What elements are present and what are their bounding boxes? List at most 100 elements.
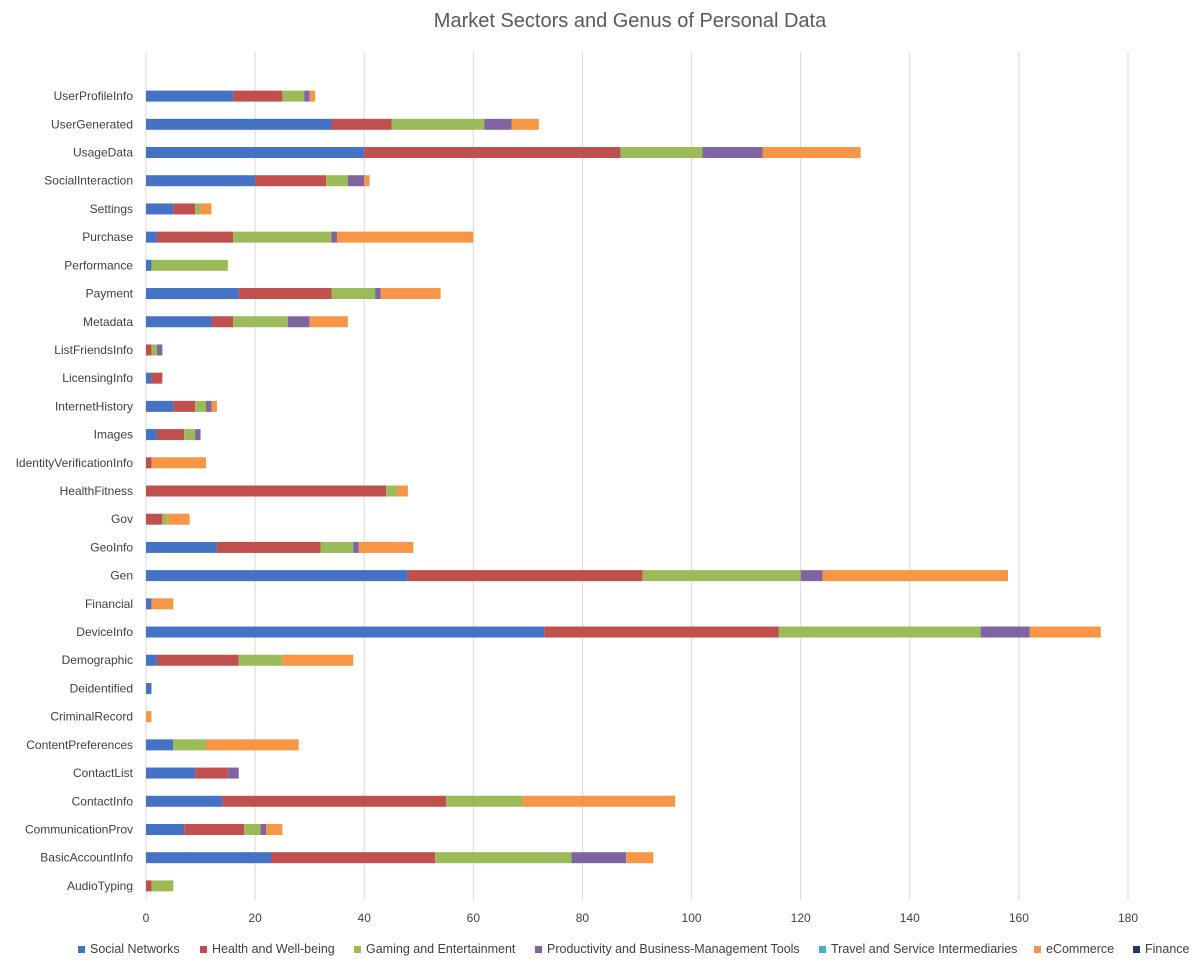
category-label: GeoInfo bbox=[90, 540, 133, 554]
bar-segment bbox=[173, 739, 207, 751]
category-label: DeviceInfo bbox=[76, 625, 133, 639]
category-label: IdentityVerificationInfo bbox=[16, 456, 134, 470]
bar-segment bbox=[151, 457, 207, 469]
bar-segment bbox=[271, 852, 436, 864]
legend-swatch bbox=[78, 945, 85, 953]
category-label: HealthFitness bbox=[60, 484, 133, 498]
bar-segment bbox=[146, 739, 174, 751]
x-tick-label: 80 bbox=[576, 911, 590, 925]
category-label: Images bbox=[94, 428, 133, 442]
bar-segment bbox=[211, 316, 234, 328]
bar-segment bbox=[255, 175, 327, 187]
bar-segment bbox=[162, 513, 168, 525]
bar-segment bbox=[1029, 626, 1101, 638]
bar-segment bbox=[146, 457, 152, 469]
bar-segment bbox=[146, 288, 239, 300]
bar-segment bbox=[146, 570, 408, 582]
legend-item: Health and Well-being bbox=[200, 940, 335, 958]
bar-segment bbox=[266, 823, 283, 835]
bar-segment bbox=[980, 626, 1030, 638]
bar-segment bbox=[156, 654, 239, 666]
bar-segment bbox=[287, 316, 310, 328]
bar-segment bbox=[146, 513, 163, 525]
legend-item: Social Networks bbox=[78, 940, 180, 958]
x-tick-label: 100 bbox=[682, 911, 702, 925]
bar-segment bbox=[282, 654, 354, 666]
category-label: Purchase bbox=[82, 230, 133, 244]
chart-plot: 0 20 40 60 80 100 120 140 160 180 UserProfileInfo U… bbox=[16, 52, 1138, 925]
bar-segment bbox=[762, 147, 861, 159]
bar-segment bbox=[336, 231, 474, 243]
bar-segment bbox=[146, 231, 157, 243]
legend-item: Travel and Service Intermediaries bbox=[819, 940, 1017, 958]
bar-segment bbox=[446, 795, 523, 807]
category-label: InternetHistory bbox=[55, 399, 133, 413]
bar-segment bbox=[151, 259, 228, 271]
bar-segment bbox=[167, 513, 190, 525]
x-tick-label: 160 bbox=[1009, 911, 1029, 925]
legend-label: Social Networks bbox=[90, 942, 180, 956]
bar-segment bbox=[358, 541, 414, 553]
bar-segment bbox=[146, 767, 196, 779]
bar-segment bbox=[211, 400, 217, 412]
legend-item: Gaming and Entertainment bbox=[354, 940, 515, 958]
category-label: UserGenerated bbox=[51, 117, 133, 131]
bar-segment bbox=[195, 429, 201, 441]
bar-segment bbox=[702, 147, 763, 159]
legend-swatch bbox=[354, 945, 361, 953]
legend-swatch bbox=[819, 945, 826, 953]
bar-segment bbox=[173, 203, 196, 215]
bar-segment bbox=[146, 147, 365, 159]
bar-segment bbox=[146, 598, 152, 610]
bar-segment bbox=[244, 823, 261, 835]
bar-segment bbox=[233, 90, 283, 102]
bar-segment bbox=[146, 880, 152, 892]
category-label: Gov bbox=[111, 512, 133, 526]
bar-segment bbox=[146, 485, 387, 497]
category-label: UsageData bbox=[73, 146, 133, 160]
legend-label: Gaming and Entertainment bbox=[366, 942, 516, 956]
category-label: Settings bbox=[90, 202, 133, 216]
bar-segment bbox=[233, 316, 288, 328]
bar-segment bbox=[200, 203, 212, 215]
bar-segment bbox=[331, 231, 337, 243]
x-tick-label: 20 bbox=[248, 911, 262, 925]
x-tick-label: 120 bbox=[791, 911, 811, 925]
bar-segment bbox=[222, 795, 447, 807]
bar-segment bbox=[320, 541, 354, 553]
bar-segment bbox=[435, 852, 572, 864]
bar-segment bbox=[156, 344, 163, 356]
bar-segment bbox=[484, 118, 512, 130]
bar-segment bbox=[195, 767, 228, 779]
legend: Social Networks Health and Well-being Gami… bbox=[0, 940, 1200, 958]
bar-segment bbox=[195, 400, 207, 412]
category-label: AudioTyping bbox=[67, 879, 133, 893]
bar-segment bbox=[800, 570, 823, 582]
bar-segment bbox=[146, 852, 272, 864]
bar-segment bbox=[146, 541, 217, 553]
category-label: BasicAccountInfo bbox=[40, 851, 133, 865]
bar-segment bbox=[173, 400, 196, 412]
bar-segment bbox=[386, 485, 397, 497]
bar-segment bbox=[146, 316, 212, 328]
x-tick-label: 60 bbox=[467, 911, 481, 925]
bar-segment bbox=[620, 147, 703, 159]
legend-swatch bbox=[1034, 945, 1041, 953]
bar-segment bbox=[326, 175, 348, 187]
legend-swatch bbox=[200, 945, 207, 953]
category-label: Financial bbox=[85, 597, 133, 611]
bar-segment bbox=[571, 852, 627, 864]
bar-segment bbox=[146, 711, 152, 723]
bar-segment bbox=[309, 316, 348, 328]
bar-segment bbox=[146, 344, 152, 356]
bar-segment bbox=[146, 118, 332, 130]
bar-segment bbox=[380, 288, 441, 300]
bar-segment bbox=[347, 175, 365, 187]
legend-label: Travel and Service Intermediaries bbox=[831, 942, 1018, 956]
bar-segment bbox=[375, 288, 381, 300]
bar-segment bbox=[206, 739, 299, 751]
bar-segment bbox=[778, 626, 981, 638]
legend-label: Finance bbox=[1145, 942, 1190, 956]
bar-segment bbox=[146, 400, 174, 412]
category-label: ContactInfo bbox=[72, 794, 134, 808]
